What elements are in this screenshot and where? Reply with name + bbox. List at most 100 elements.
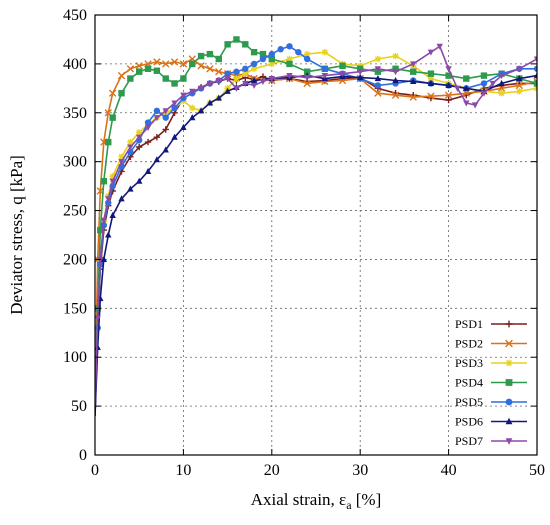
legend-label: PSD4: [455, 376, 483, 390]
data-point: [392, 52, 399, 60]
data-point: [374, 66, 382, 73]
legend-label: PSD6: [455, 415, 483, 429]
data-point: [100, 255, 108, 263]
data-point: [392, 69, 399, 76]
data-point: [250, 76, 258, 84]
x-axis-title-main: Axial strain, ε: [251, 490, 346, 509]
data-point: [109, 178, 116, 185]
data-point: [498, 90, 505, 97]
data-point: [498, 79, 505, 87]
data-point: [462, 89, 470, 97]
data-point: [374, 55, 382, 63]
data-point: [516, 88, 523, 95]
data-point: [144, 138, 152, 146]
series-line: [95, 74, 537, 416]
data-point: [454, 85, 461, 92]
legend-item-psd7: PSD7: [455, 434, 527, 448]
x-axis-title: Axial strain, εa [%]: [251, 490, 382, 512]
series-group: [95, 36, 537, 416]
legend-swatch-marker: [505, 339, 513, 348]
data-point: [189, 104, 196, 112]
data-point: [374, 75, 382, 82]
data-point: [109, 211, 116, 219]
data-point: [445, 96, 452, 104]
data-point: [118, 195, 125, 202]
y-tick-label: 100: [63, 349, 87, 366]
data-point: [392, 65, 399, 72]
data-point: [410, 61, 417, 68]
data-point: [189, 60, 196, 68]
legend-swatch-marker: [505, 438, 513, 445]
data-point: [170, 58, 179, 66]
data-point: [321, 48, 329, 56]
data-point: [410, 77, 417, 85]
data-point: [471, 102, 479, 109]
data-point: [463, 100, 470, 107]
data-point: [250, 60, 258, 68]
data-point: [179, 60, 188, 68]
data-point: [533, 80, 537, 87]
data-point: [100, 178, 108, 185]
data-point: [277, 46, 284, 53]
data-point: [242, 41, 249, 48]
data-point: [162, 108, 169, 115]
data-point: [117, 71, 126, 80]
data-point: [445, 66, 452, 73]
data-point: [206, 80, 214, 87]
axis-ticks: 0 10 20 30 40 50 0 50 100 150 200 250 300 350 400 450: [63, 7, 545, 479]
x-tick-label: 0: [91, 462, 99, 479]
data-point: [171, 100, 178, 107]
data-point: [144, 119, 152, 126]
legend-swatch-marker: [505, 398, 513, 406]
x-tick-label: 40: [441, 462, 457, 479]
data-point: [153, 67, 161, 74]
data-point: [180, 92, 187, 99]
data-point: [215, 68, 223, 76]
legend-label: PSD5: [455, 395, 483, 409]
data-point: [105, 231, 112, 238]
data-point: [286, 73, 293, 80]
data-point: [463, 84, 470, 91]
data-point: [436, 43, 443, 50]
data-point: [357, 65, 364, 72]
data-point: [303, 55, 311, 63]
y-tick-label: 450: [63, 7, 87, 24]
data-point: [303, 68, 311, 75]
data-point: [303, 75, 311, 82]
data-point: [105, 196, 112, 203]
data-point: [357, 74, 364, 81]
data-point: [445, 72, 452, 79]
data-point: [242, 65, 249, 72]
legend-label: PSD1: [455, 317, 483, 331]
data-point: [206, 65, 214, 73]
data-point: [162, 146, 169, 153]
data-point: [497, 84, 506, 93]
data-point: [268, 60, 275, 68]
data-point: [162, 126, 169, 133]
grid-lines: [95, 15, 537, 455]
data-point: [153, 107, 161, 115]
data-point: [250, 82, 258, 89]
legend-item-psd5: PSD5: [455, 395, 527, 409]
data-point: [259, 55, 267, 63]
data-point: [136, 177, 143, 184]
legend-swatch-marker: [505, 417, 513, 425]
data-point: [127, 138, 134, 146]
data-point: [409, 93, 417, 101]
y-tick-label: 0: [79, 447, 87, 464]
x-tick-label: 10: [175, 462, 191, 479]
legend-label: PSD3: [455, 356, 483, 370]
data-point: [180, 123, 187, 131]
legend-label: PSD7: [455, 434, 483, 448]
data-point: [162, 60, 170, 68]
legend-item-psd2: PSD2: [455, 337, 527, 351]
data-point: [171, 133, 178, 140]
data-point: [136, 134, 143, 141]
data-point: [197, 85, 205, 92]
data-point: [445, 81, 452, 88]
data-point: [97, 226, 104, 234]
legend-swatch-marker: [505, 359, 513, 367]
data-point: [392, 76, 399, 84]
